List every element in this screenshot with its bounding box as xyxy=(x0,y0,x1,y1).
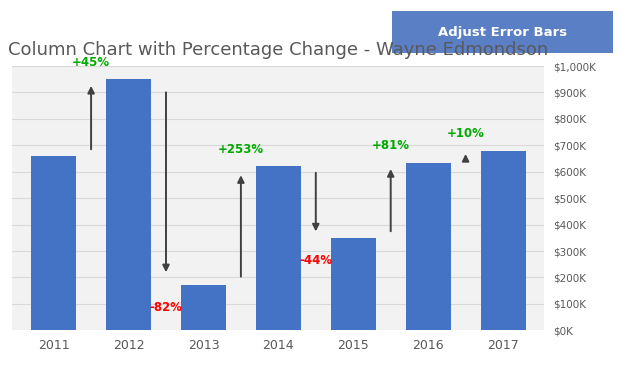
Text: +10%: +10% xyxy=(447,127,485,140)
Bar xyxy=(106,79,151,330)
Text: +253%: +253% xyxy=(218,143,264,156)
Title: Column Chart with Percentage Change - Wayne Edmondson: Column Chart with Percentage Change - Wa… xyxy=(8,41,549,59)
Bar xyxy=(331,238,376,330)
Bar xyxy=(31,156,76,330)
Text: +45%: +45% xyxy=(72,56,110,69)
Text: -44%: -44% xyxy=(299,254,332,267)
Text: +81%: +81% xyxy=(372,139,410,152)
Bar xyxy=(406,163,450,330)
Bar xyxy=(256,167,301,330)
Text: -82%: -82% xyxy=(149,301,182,314)
Text: Adjust Error Bars: Adjust Error Bars xyxy=(438,26,567,39)
Bar xyxy=(481,150,526,330)
Bar xyxy=(181,286,226,330)
